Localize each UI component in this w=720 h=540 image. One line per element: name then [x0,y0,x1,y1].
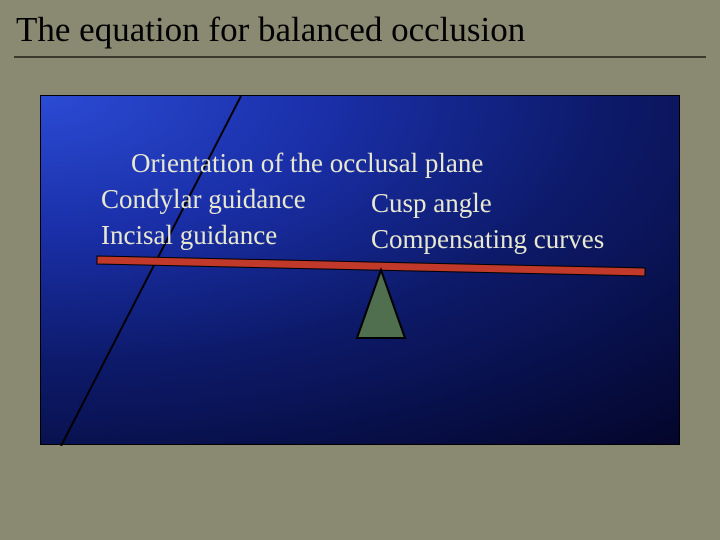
content-panel: Orientation of the occlusal plane Condyl… [40,95,680,445]
balance-fulcrum-icon [357,270,405,338]
balance-beam [97,256,645,276]
label-compensating: Compensating curves [371,224,604,255]
slide-title: The equation for balanced occlusion [10,10,710,50]
label-condylar: Condylar guidance [101,184,306,215]
label-orientation: Orientation of the occlusal plane [131,148,483,179]
balance-diagram [91,248,651,358]
label-incisal: Incisal guidance [101,220,277,251]
title-underline [14,56,706,58]
label-cusp: Cusp angle [371,188,492,219]
